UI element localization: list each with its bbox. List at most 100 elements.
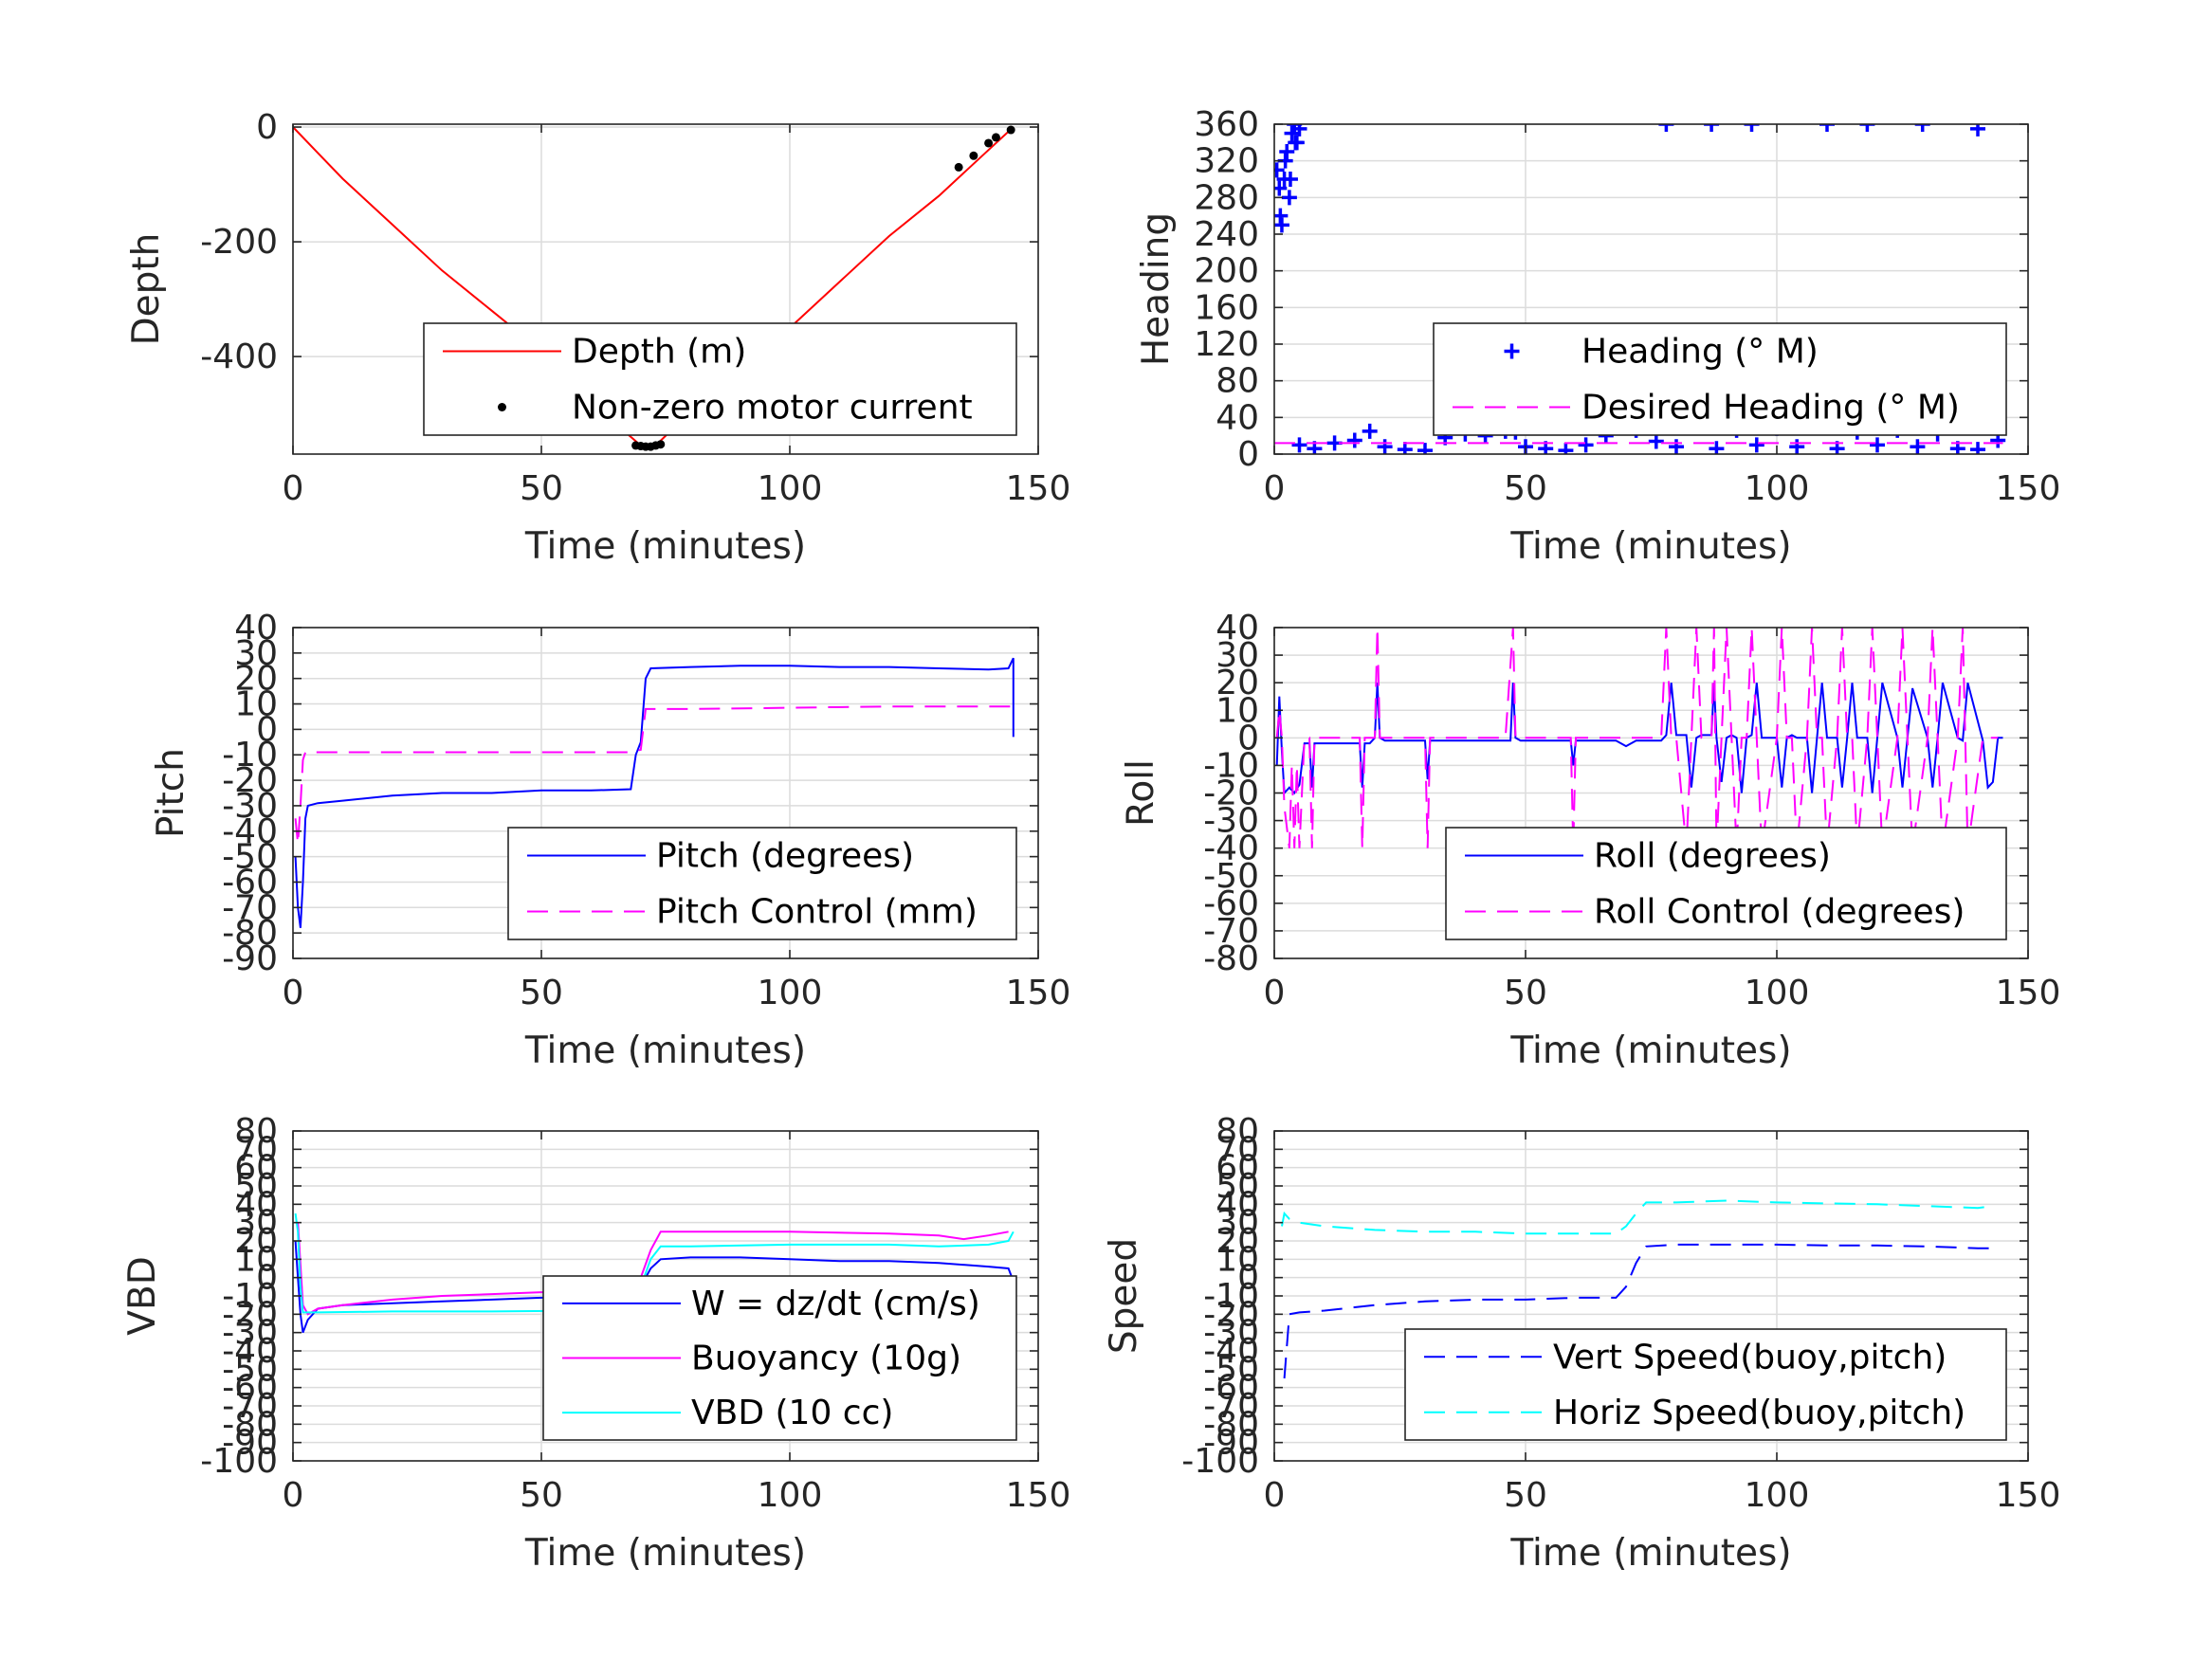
x-tick-label: 150 [1996,469,2061,508]
heading-series-1-point [1658,124,1674,132]
speed-series-1-line [1283,1243,1993,1379]
x-tick-label: 50 [520,974,563,1012]
y-tick-label: -50 [1203,857,1259,896]
heading-series-1-point [1274,162,1285,178]
y-tick-label: 20 [1216,1222,1259,1261]
x-axis-label: Time (minutes) [524,525,806,568]
y-tick-label: -100 [1181,1442,1259,1481]
x-tick-label: 50 [1504,469,1547,508]
y-axis-label: Speed [1103,1238,1145,1354]
y-tick-label: 200 [1194,252,1259,291]
depth-series-2-point [984,138,994,148]
y-tick-label: 0 [256,710,278,749]
y-tick-label: -20 [1203,1295,1259,1334]
legend-box [1433,322,2007,436]
depth-series-2-point [969,151,978,160]
legend: Pitch (degrees) Pitch Control (mm) [507,827,1017,940]
depth-series-2-point [656,440,666,449]
heading-series-1-point [1558,443,1574,454]
y-axis-label: Depth [125,233,168,346]
legend-label: Vert Speed(buoy,pitch) [1553,1338,1947,1376]
heading-series-1-point [1748,437,1764,453]
pitch-series-1-line [294,657,1015,928]
y-tick-label: 60 [1216,1149,1259,1188]
y-tick-label: -10 [222,736,278,775]
x-tick-label: 50 [520,469,563,508]
y-tick-label: 50 [234,1167,278,1206]
y-tick-label: 0 [1237,1259,1259,1298]
y-tick-label: -20 [222,761,278,800]
plot-frame [1273,123,2029,455]
legend-label: Heading (° M) [1581,333,1819,372]
y-tick-label: -40 [1203,830,1259,868]
legend: Depth (m) Non-zero motor current [423,322,1017,436]
x-tick-label: 100 [758,974,823,1012]
plot-area [1281,1199,1994,1379]
depth-series-2-point [991,133,1000,142]
y-tick-label: -40 [222,812,278,851]
heading-series-1-point [1648,433,1664,449]
y-tick-label: -70 [222,1387,278,1426]
legend: W = dz/dt (cm/s) Buoyancy (10g) VBD (10 cc… [542,1275,1017,1441]
y-tick-label: -70 [1203,1387,1259,1426]
heading-series-1-point [1578,437,1594,453]
y-tick-label: 80 [1216,362,1259,401]
x-tick-label: 100 [1745,469,1810,508]
legend-label: Desired Heading (° M) [1581,389,1960,428]
heading-series-1-point [1870,437,1885,453]
heading-series-1-point [1291,437,1307,453]
y-tick-label: 40 [1216,609,1259,647]
y-tick-label: -200 [200,223,278,262]
legend-box [1445,827,2007,940]
legend-swatch-plus [1504,343,1520,359]
y-tick-label: 160 [1194,288,1259,327]
legend-box [507,827,1017,940]
y-tick-label: 320 [1194,142,1259,181]
pitch-plot: 0 50 100 150-90-80-70-60-50-40-30-20-100102… [150,609,1070,1072]
y-tick-label: -80 [222,1405,278,1444]
plot-area [294,657,1015,928]
y-axis-label: Pitch [150,748,192,838]
y-axis-label: Roll [1120,759,1162,827]
plot-frame [292,627,1039,959]
y-tick-label: 240 [1194,215,1259,254]
legend-label: Buoyancy (10g) [691,1340,961,1378]
y-tick-label: -30 [222,1314,278,1353]
y-tick-label: -10 [222,1277,278,1316]
roll-plot: 0 50 100 150-80-70-60-50-40-30-20-100102030… [1120,609,2060,1072]
y-tick-label: 30 [1216,636,1259,675]
y-tick-label: 10 [1216,691,1259,730]
y-tick-label: 280 [1194,178,1259,217]
x-tick-label: 0 [283,1476,304,1515]
y-tick-label: 10 [234,1240,278,1279]
heading-series-1-point [1744,124,1760,132]
x-tick-label: 100 [758,1476,823,1515]
heading-series-1-point [1281,190,1297,206]
legend-label: Depth (m) [572,333,746,372]
y-tick-label: -90 [222,1424,278,1463]
y-tick-label: -30 [1203,802,1259,841]
heading-series-1-point [1346,432,1362,448]
heading-series-1-point [1910,439,1926,454]
x-tick-label: 150 [1996,1476,2061,1515]
y-tick-label: 40 [1216,398,1259,437]
heading-series-1-point [1859,124,1875,132]
heading-series-1-point [1288,135,1304,151]
x-tick-label: 100 [1745,974,1810,1012]
y-tick-label: 10 [234,685,278,724]
heading-series-1-point [1397,442,1413,454]
x-tick-label: 0 [1264,974,1286,1012]
y-tick-label: -50 [222,1350,278,1389]
y-tick-label: 30 [234,1204,278,1243]
roll-series-2-line [1275,628,1999,848]
y-tick-label: -80 [222,914,278,953]
y-tick-label: 20 [1216,664,1259,702]
legend-label: Roll Control (degrees) [1594,893,1965,932]
pitch-series-2-line [294,705,1014,845]
x-tick-label: 150 [1006,469,1071,508]
x-axis-label: Time (minutes) [524,1030,806,1072]
legend-label: Pitch (degrees) [656,837,914,876]
heading-series-1-point [1970,442,1985,454]
